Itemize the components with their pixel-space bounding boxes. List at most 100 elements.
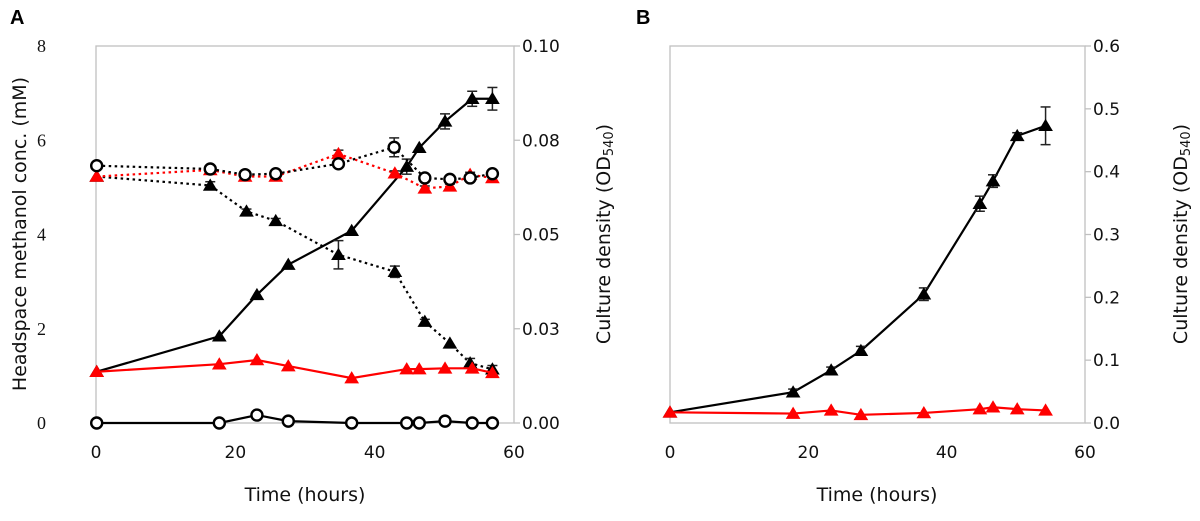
x-tick-label: 20: [225, 443, 247, 463]
data-point-triangle: [464, 91, 480, 105]
data-point-circle: [203, 162, 217, 176]
x-axis-label-a: Time (hours): [244, 484, 366, 506]
data-point-triangle: [202, 178, 218, 191]
data-point-triangle: [1038, 118, 1053, 132]
y-right-tick-label: 0.10: [522, 37, 560, 57]
data-point-circle: [250, 408, 264, 422]
chart-a: A Headspace methanol conc. (mM) Culture …: [9, 7, 617, 506]
x-tick-label: 20: [798, 443, 820, 463]
plot-frame-b: [669, 45, 1086, 424]
series-5: [89, 408, 500, 430]
y-axis-right-label-text: Culture density (OD: [1170, 156, 1192, 344]
data-point-circle: [412, 416, 426, 430]
chart-b: B Culture density (OD540) Time (hours) 0…: [636, 7, 1194, 506]
data-point-triangle: [437, 361, 453, 374]
data-point-circle: [443, 172, 457, 187]
data-point-triangle: [280, 257, 296, 270]
data-point-triangle: [331, 146, 346, 160]
y-right-tick-label: 0.03: [522, 320, 560, 340]
data-point-circle: [212, 416, 227, 430]
data-point-triangle: [89, 169, 105, 182]
data-point-triangle: [437, 114, 453, 127]
data-point-triangle: [853, 407, 869, 421]
data-point-triangle: [853, 343, 869, 356]
y-right-tick-label: 0.4: [1093, 163, 1120, 183]
x-tick-label: 40: [364, 443, 386, 463]
ticks-a: 0 20 40 60 0 2 4 6 8 0.00 0.03 0.05 0.08 0.10: [37, 36, 560, 463]
data-point-triangle: [387, 166, 403, 179]
data-point-triangle: [387, 264, 403, 277]
plot-frame-a: [95, 45, 515, 424]
series-line: [96, 146, 493, 181]
x-tick-label: 60: [1074, 443, 1096, 463]
data-point-triangle: [442, 336, 458, 349]
y-right-tick-label: 0.08: [522, 131, 560, 151]
y-right-tick-label: 0.3: [1093, 226, 1120, 246]
data-point-circle: [89, 158, 104, 173]
data-point-triangle: [1038, 403, 1053, 416]
y-axis-right-label-sub: 540: [602, 131, 617, 156]
data-point-triangle: [280, 359, 296, 372]
data-point-triangle: [89, 364, 105, 377]
x-axis-label-b: Time (hours): [816, 484, 938, 506]
data-point-triangle: [1009, 402, 1025, 415]
series-1: [89, 169, 500, 375]
x-tick-label: 40: [936, 443, 958, 463]
y-left-tick-label: 4: [37, 225, 46, 245]
data-point-circle: [281, 414, 295, 428]
data-point-circle: [438, 414, 452, 428]
data-point-circle: [485, 167, 500, 181]
series-4: [89, 353, 500, 384]
data-point-triangle: [985, 174, 1001, 187]
data-point-triangle: [411, 140, 427, 154]
y-axis-left-label-a: Headspace methanol conc. (mM): [9, 77, 31, 391]
y-right-tick-label: 0.6: [1093, 37, 1120, 57]
data-point-circle: [89, 416, 104, 430]
series-0: [89, 86, 500, 377]
data-point-triangle: [972, 402, 988, 415]
data-point-triangle: [344, 371, 360, 384]
series-line: [669, 124, 1046, 414]
data-point-triangle: [916, 287, 932, 300]
ticks-b: 0 20 40 60 0.0 0.1 0.2 0.3 0.4 0.5 0.6: [665, 37, 1120, 463]
y-left-tick-label: 6: [37, 130, 46, 150]
data-point-circle: [465, 416, 479, 430]
series-line: [96, 358, 493, 380]
data-point-triangle: [411, 362, 427, 375]
data-point-triangle: [417, 314, 433, 327]
data-point-circle: [418, 171, 432, 185]
data-point-triangle: [662, 405, 678, 418]
data-point-triangle: [785, 385, 801, 398]
y-right-tick-label: 0.1: [1093, 351, 1120, 371]
data-point-triangle: [1009, 128, 1025, 142]
marks-b: [662, 106, 1053, 421]
panel-label-a: A: [10, 7, 24, 29]
series-3: [89, 137, 500, 187]
data-point-circle: [331, 157, 346, 171]
y-right-tick-label: 0.2: [1093, 288, 1120, 308]
data-point-triangle: [823, 363, 839, 376]
data-point-triangle: [249, 287, 265, 301]
y-axis-right-label-a: Culture density (OD540): [593, 124, 617, 344]
data-point-triangle: [239, 204, 254, 217]
y-left-tick-label: 2: [37, 319, 46, 339]
y-axis-right-label-end: ): [593, 124, 615, 131]
y-right-tick-label: 0.0: [1093, 414, 1120, 434]
data-point-triangle: [344, 223, 360, 236]
data-point-triangle: [268, 213, 284, 227]
y-axis-right-label-sub: 540: [1179, 131, 1194, 156]
y-left-tick-label: 8: [37, 36, 46, 56]
x-tick-label: 0: [665, 443, 676, 463]
y-left-tick-label: 0: [37, 413, 46, 433]
y-axis-right-label-b: Culture density (OD540): [1170, 124, 1194, 344]
data-point-circle: [238, 167, 252, 182]
panel-label-b: B: [636, 7, 650, 29]
series-0: [662, 106, 1053, 418]
data-point-triangle: [464, 361, 480, 374]
data-point-circle: [269, 167, 283, 181]
data-point-triangle: [972, 196, 988, 209]
data-point-triangle: [785, 406, 801, 419]
x-tick-label: 0: [91, 443, 102, 463]
x-tick-label: 60: [503, 443, 525, 463]
